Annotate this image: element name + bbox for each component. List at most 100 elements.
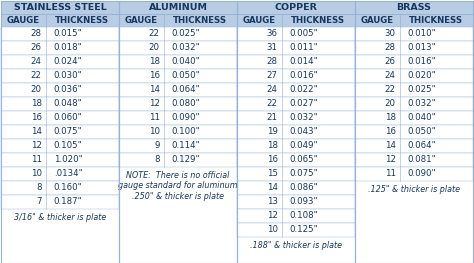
Bar <box>355 167 473 181</box>
Text: 26: 26 <box>31 43 42 53</box>
Bar <box>355 69 473 83</box>
Text: 12: 12 <box>149 99 160 109</box>
Text: 11: 11 <box>31 155 42 164</box>
Text: 0.125": 0.125" <box>290 225 319 235</box>
Bar <box>237 181 355 195</box>
Text: 14: 14 <box>267 184 278 193</box>
Text: 0.016": 0.016" <box>408 58 437 67</box>
Bar <box>237 41 355 55</box>
Text: 0.049": 0.049" <box>290 141 319 150</box>
Text: .188" & thicker is plate: .188" & thicker is plate <box>250 241 342 250</box>
Bar <box>355 14 473 27</box>
Bar <box>355 55 473 69</box>
Bar <box>119 27 237 41</box>
Bar <box>355 1 473 14</box>
Text: 12: 12 <box>267 211 278 220</box>
Bar <box>1 181 119 195</box>
Text: 16: 16 <box>385 128 396 136</box>
Bar <box>119 111 237 125</box>
Text: 0.065": 0.065" <box>290 155 319 164</box>
Bar <box>237 195 355 209</box>
Text: 30: 30 <box>385 29 396 38</box>
Bar <box>119 14 237 27</box>
Text: 24: 24 <box>31 58 42 67</box>
Bar <box>1 139 119 153</box>
Text: 0.108": 0.108" <box>290 211 319 220</box>
Bar <box>1 125 119 139</box>
Text: 28: 28 <box>31 29 42 38</box>
Bar <box>355 41 473 55</box>
Bar <box>1 83 119 97</box>
Text: 22: 22 <box>385 85 396 94</box>
Bar <box>355 83 473 97</box>
Text: 31: 31 <box>267 43 278 53</box>
Text: 24: 24 <box>267 85 278 94</box>
Text: 18: 18 <box>149 58 160 67</box>
Bar <box>119 97 237 111</box>
Text: 0.075": 0.075" <box>54 128 82 136</box>
Text: 0.024": 0.024" <box>54 58 82 67</box>
Text: 0.027": 0.027" <box>290 99 319 109</box>
Text: 0.011": 0.011" <box>290 43 319 53</box>
Bar <box>355 125 473 139</box>
Text: 0.100": 0.100" <box>172 128 201 136</box>
Text: 20: 20 <box>149 43 160 53</box>
Text: 11: 11 <box>385 169 396 179</box>
Text: GAUGE: GAUGE <box>361 16 394 25</box>
Text: 14: 14 <box>31 128 42 136</box>
Text: 10: 10 <box>267 225 278 235</box>
Text: 0.018": 0.018" <box>54 43 82 53</box>
Text: 16: 16 <box>31 114 42 123</box>
Text: 12: 12 <box>385 155 396 164</box>
Text: 21: 21 <box>267 114 278 123</box>
Bar <box>237 167 355 181</box>
Bar <box>237 1 355 263</box>
Text: 0.010": 0.010" <box>408 29 437 38</box>
Text: 0.015": 0.015" <box>54 29 82 38</box>
Text: 0.013": 0.013" <box>408 43 437 53</box>
Bar <box>237 139 355 153</box>
Text: 0.050": 0.050" <box>408 128 437 136</box>
Bar <box>237 209 355 223</box>
Bar <box>119 83 237 97</box>
Text: 0.043": 0.043" <box>290 128 319 136</box>
Bar <box>1 1 119 263</box>
Bar <box>355 27 473 41</box>
Text: 28: 28 <box>267 58 278 67</box>
Text: THICKNESS: THICKNESS <box>55 16 109 25</box>
Text: 3/16" & thicker is plate: 3/16" & thicker is plate <box>14 213 106 222</box>
Bar <box>237 27 355 41</box>
Text: 0.080": 0.080" <box>172 99 201 109</box>
Text: 19: 19 <box>267 128 278 136</box>
Text: 11: 11 <box>149 114 160 123</box>
Bar <box>1 69 119 83</box>
Text: THICKNESS: THICKNESS <box>292 16 346 25</box>
Bar <box>237 97 355 111</box>
Text: 0.014": 0.014" <box>290 58 319 67</box>
Text: 0.160": 0.160" <box>54 184 82 193</box>
Text: GAUGE: GAUGE <box>243 16 276 25</box>
Text: 0.032": 0.032" <box>408 99 437 109</box>
Text: .0134": .0134" <box>54 169 82 179</box>
Bar <box>1 27 119 41</box>
Text: 0.030": 0.030" <box>54 72 82 80</box>
Text: 0.036": 0.036" <box>54 85 82 94</box>
Text: .125" & thicker is plate: .125" & thicker is plate <box>368 185 460 194</box>
Bar <box>119 125 237 139</box>
Text: THICKNESS: THICKNESS <box>173 16 228 25</box>
Text: 0.081": 0.081" <box>408 155 437 164</box>
Text: 18: 18 <box>31 99 42 109</box>
Text: 36: 36 <box>267 29 278 38</box>
Text: 0.064": 0.064" <box>172 85 201 94</box>
Text: 8: 8 <box>155 155 160 164</box>
Text: 13: 13 <box>267 198 278 206</box>
Text: 22: 22 <box>31 72 42 80</box>
Bar <box>119 1 237 14</box>
Text: 16: 16 <box>149 72 160 80</box>
Text: 24: 24 <box>385 72 396 80</box>
Text: 16: 16 <box>267 155 278 164</box>
Text: 8: 8 <box>36 184 42 193</box>
Text: 0.105": 0.105" <box>54 141 82 150</box>
Text: 7: 7 <box>36 198 42 206</box>
Text: 28: 28 <box>385 43 396 53</box>
